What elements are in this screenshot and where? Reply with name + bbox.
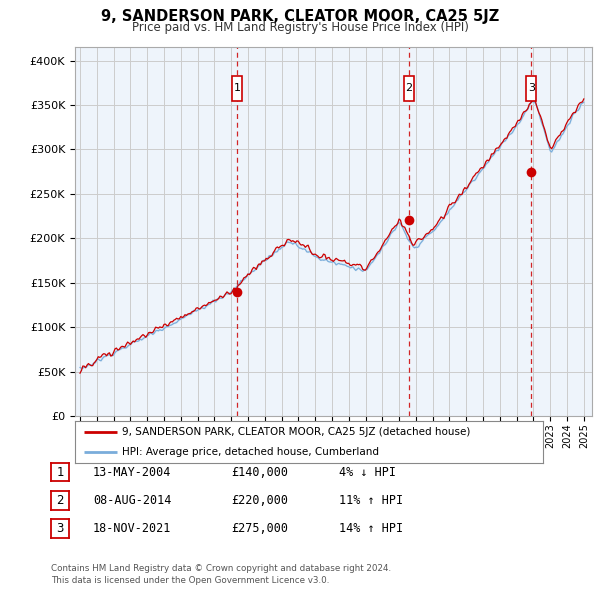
Text: 9, SANDERSON PARK, CLEATOR MOOR, CA25 5JZ (detached house): 9, SANDERSON PARK, CLEATOR MOOR, CA25 5J… [122, 427, 470, 437]
Text: 13-MAY-2004: 13-MAY-2004 [93, 466, 172, 478]
Text: 9, SANDERSON PARK, CLEATOR MOOR, CA25 5JZ: 9, SANDERSON PARK, CLEATOR MOOR, CA25 5J… [101, 9, 499, 24]
Text: Contains HM Land Registry data © Crown copyright and database right 2024.
This d: Contains HM Land Registry data © Crown c… [51, 565, 391, 585]
Text: 4% ↓ HPI: 4% ↓ HPI [339, 466, 396, 478]
FancyBboxPatch shape [404, 76, 414, 101]
Text: 2: 2 [56, 494, 64, 507]
Text: 1: 1 [56, 466, 64, 478]
FancyBboxPatch shape [232, 76, 242, 101]
Text: £220,000: £220,000 [231, 494, 288, 507]
FancyBboxPatch shape [526, 76, 536, 101]
Text: 14% ↑ HPI: 14% ↑ HPI [339, 522, 403, 535]
Text: 3: 3 [56, 522, 64, 535]
Text: 11% ↑ HPI: 11% ↑ HPI [339, 494, 403, 507]
Text: 2: 2 [406, 83, 413, 93]
Text: 08-AUG-2014: 08-AUG-2014 [93, 494, 172, 507]
Text: 18-NOV-2021: 18-NOV-2021 [93, 522, 172, 535]
Text: £140,000: £140,000 [231, 466, 288, 478]
Text: HPI: Average price, detached house, Cumberland: HPI: Average price, detached house, Cumb… [122, 447, 379, 457]
Text: Price paid vs. HM Land Registry's House Price Index (HPI): Price paid vs. HM Land Registry's House … [131, 21, 469, 34]
Text: £275,000: £275,000 [231, 522, 288, 535]
Text: 1: 1 [234, 83, 241, 93]
Text: 3: 3 [528, 83, 535, 93]
